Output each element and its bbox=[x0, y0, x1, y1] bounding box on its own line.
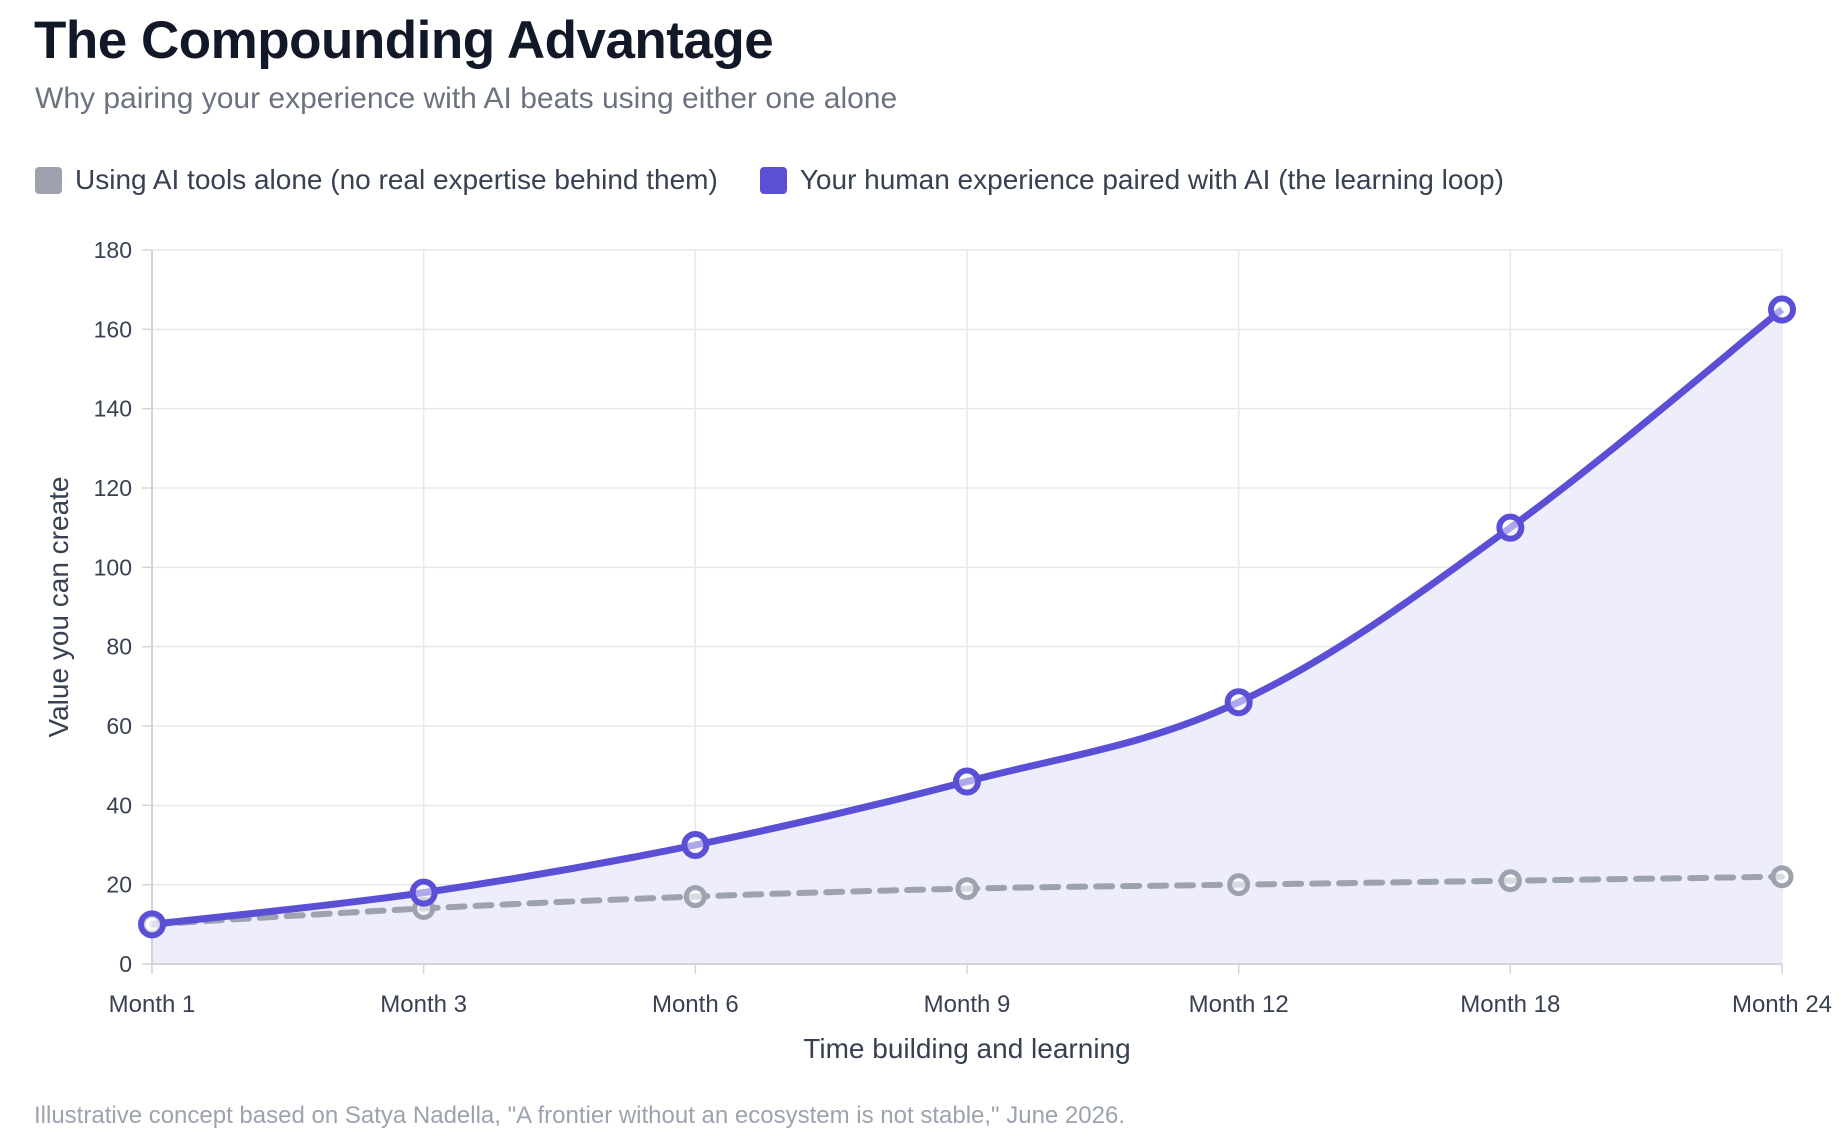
source-footnote: Illustrative concept based on Satya Nade… bbox=[34, 1102, 1125, 1129]
data-point-human-plus-ai bbox=[1768, 295, 1796, 324]
chart-subtitle: Why pairing your experience with AI beat… bbox=[35, 82, 898, 115]
y-tick-label: 100 bbox=[94, 554, 132, 580]
y-tick-label: 140 bbox=[94, 396, 132, 422]
legend-swatch-human-plus-ai bbox=[759, 166, 787, 194]
line-chart: 0 20 40 60 80 100 120 140 160 180 Month 1 Month 3 Mo… bbox=[43, 237, 1832, 1064]
x-tick-label: Month 12 bbox=[1189, 991, 1289, 1018]
series-human-plus-ai-area bbox=[152, 309, 1782, 964]
x-tick-label: Month 18 bbox=[1460, 991, 1560, 1018]
data-point-ai-alone bbox=[683, 885, 707, 909]
legend-label-human-plus-ai: Your human experience paired with AI (th… bbox=[799, 164, 1504, 195]
data-point-ai-alone bbox=[1498, 869, 1522, 893]
y-axis-title: Value you can create bbox=[43, 477, 74, 738]
legend-label-ai-alone: Using AI tools alone (no real expertise … bbox=[75, 164, 718, 195]
y-tick-label: 20 bbox=[106, 872, 132, 898]
chart-title: The Compounding Advantage bbox=[34, 11, 774, 70]
y-tick-label: 160 bbox=[94, 316, 132, 342]
data-point-ai-alone bbox=[1770, 865, 1794, 889]
legend-item-human-plus-ai[interactable]: Your human experience paired with AI (th… bbox=[759, 164, 1504, 196]
data-point-human-plus-ai bbox=[138, 910, 166, 939]
y-tick-label: 80 bbox=[106, 634, 132, 660]
legend: Using AI tools alone (no real expertise … bbox=[35, 164, 1546, 196]
x-tick-label: Month 6 bbox=[652, 991, 739, 1018]
x-axis-title: Time building and learning bbox=[803, 1033, 1130, 1064]
data-point-human-plus-ai bbox=[409, 878, 438, 907]
data-point-ai-alone bbox=[955, 877, 979, 901]
x-tick-label: Month 24 bbox=[1732, 991, 1832, 1018]
data-point-human-plus-ai bbox=[1224, 688, 1253, 717]
y-tick-label: 0 bbox=[119, 951, 132, 977]
y-tick-label: 60 bbox=[106, 713, 132, 739]
data-point-human-plus-ai bbox=[681, 831, 710, 859]
x-tick-label: Month 3 bbox=[380, 991, 467, 1018]
y-tick-label: 180 bbox=[94, 237, 132, 263]
y-tick-label: 120 bbox=[94, 475, 132, 501]
legend-swatch-ai-alone bbox=[35, 166, 62, 194]
legend-item-ai-alone[interactable]: Using AI tools alone (no real expertise … bbox=[35, 164, 718, 196]
y-tick-label: 40 bbox=[106, 792, 132, 818]
data-point-human-plus-ai bbox=[953, 767, 981, 796]
x-tick-label: Month 1 bbox=[109, 991, 196, 1018]
data-point-human-plus-ai bbox=[1496, 513, 1525, 542]
x-tick-label: Month 9 bbox=[924, 991, 1011, 1018]
data-point-ai-alone bbox=[1227, 873, 1251, 897]
